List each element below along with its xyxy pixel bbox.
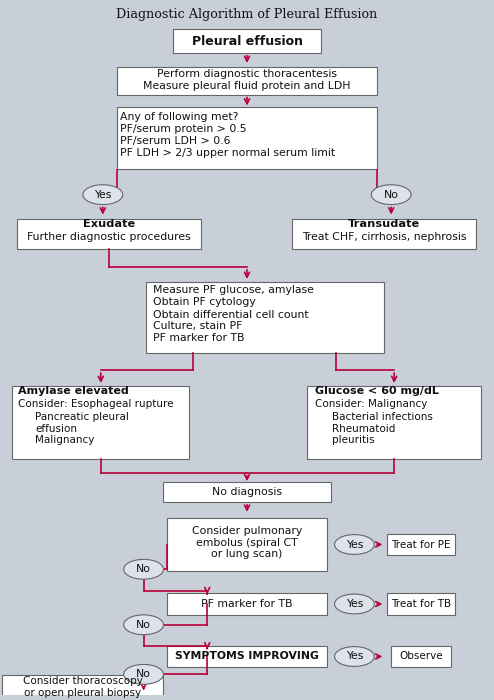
Ellipse shape xyxy=(124,664,164,684)
FancyBboxPatch shape xyxy=(12,386,189,459)
FancyBboxPatch shape xyxy=(167,645,327,667)
Text: Glucose < 60 mg/dL: Glucose < 60 mg/dL xyxy=(315,386,439,396)
Ellipse shape xyxy=(334,594,374,614)
Ellipse shape xyxy=(371,185,411,204)
Text: Amylase elevated: Amylase elevated xyxy=(18,386,129,396)
Text: Malignancy: Malignancy xyxy=(35,435,94,445)
Text: SYMPTOMS IMPROVING: SYMPTOMS IMPROVING xyxy=(175,652,319,662)
Ellipse shape xyxy=(83,185,123,204)
Text: No: No xyxy=(136,669,151,679)
Ellipse shape xyxy=(334,535,374,554)
Text: Consider: Esophageal rupture: Consider: Esophageal rupture xyxy=(18,399,174,409)
FancyBboxPatch shape xyxy=(167,593,327,615)
Text: Transudate: Transudate xyxy=(348,219,420,230)
FancyBboxPatch shape xyxy=(146,282,384,354)
Text: Measure PF glucose, amylase: Measure PF glucose, amylase xyxy=(153,285,313,295)
Text: Yes: Yes xyxy=(346,652,363,662)
FancyBboxPatch shape xyxy=(117,107,377,169)
FancyBboxPatch shape xyxy=(164,482,330,502)
Text: Diagnostic Algorithm of Pleural Effusion: Diagnostic Algorithm of Pleural Effusion xyxy=(117,8,377,21)
Text: Obtain differential cell count: Obtain differential cell count xyxy=(153,309,308,320)
FancyBboxPatch shape xyxy=(387,593,455,615)
Ellipse shape xyxy=(334,647,374,666)
Text: Yes: Yes xyxy=(94,190,112,200)
Text: Perform diagnostic thoracentesis: Perform diagnostic thoracentesis xyxy=(157,69,337,78)
Text: Measure pleural fluid protein and LDH: Measure pleural fluid protein and LDH xyxy=(143,80,351,90)
FancyBboxPatch shape xyxy=(387,533,455,555)
Text: Pancreatic pleural: Pancreatic pleural xyxy=(35,412,129,421)
FancyBboxPatch shape xyxy=(167,518,327,571)
Text: or lung scan): or lung scan) xyxy=(211,550,283,559)
Text: PF/serum protein > 0.5: PF/serum protein > 0.5 xyxy=(120,124,247,134)
Ellipse shape xyxy=(124,615,164,635)
Text: PF LDH > 2/3 upper normal serum limit: PF LDH > 2/3 upper normal serum limit xyxy=(120,148,335,158)
Text: pleuritis: pleuritis xyxy=(331,435,374,445)
Text: Further diagnostic procedures: Further diagnostic procedures xyxy=(27,232,191,242)
Text: Bacterial infections: Bacterial infections xyxy=(331,412,432,421)
Text: Treat for TB: Treat for TB xyxy=(391,599,451,609)
Text: Exudate: Exudate xyxy=(82,219,135,230)
Text: Consider thoracoscopy: Consider thoracoscopy xyxy=(23,676,143,686)
Text: No: No xyxy=(384,190,399,200)
Text: Treat CHF, cirrhosis, nephrosis: Treat CHF, cirrhosis, nephrosis xyxy=(302,232,466,242)
Text: Culture, stain PF: Culture, stain PF xyxy=(153,321,242,332)
FancyBboxPatch shape xyxy=(292,219,476,249)
FancyBboxPatch shape xyxy=(117,66,377,94)
Text: No diagnosis: No diagnosis xyxy=(212,487,282,497)
FancyBboxPatch shape xyxy=(173,29,321,53)
FancyBboxPatch shape xyxy=(307,386,481,459)
Text: No: No xyxy=(136,620,151,630)
Text: No: No xyxy=(136,564,151,574)
Text: Treat for PE: Treat for PE xyxy=(391,540,451,550)
Text: Consider pulmonary: Consider pulmonary xyxy=(192,526,302,536)
Text: PF/serum LDH > 0.6: PF/serum LDH > 0.6 xyxy=(120,136,230,146)
Text: Pleural effusion: Pleural effusion xyxy=(192,34,302,48)
FancyBboxPatch shape xyxy=(2,676,164,700)
Text: Obtain PF cytology: Obtain PF cytology xyxy=(153,297,255,307)
Text: Any of following met?: Any of following met? xyxy=(120,112,238,122)
Text: PF marker for TB: PF marker for TB xyxy=(201,599,293,609)
Text: effusion: effusion xyxy=(35,424,77,433)
Text: embolus (spiral CT: embolus (spiral CT xyxy=(196,538,298,547)
Text: Consider: Malignancy: Consider: Malignancy xyxy=(315,399,427,409)
Text: Observe: Observe xyxy=(399,652,443,662)
Text: Yes: Yes xyxy=(346,599,363,609)
Text: Rheumatoid: Rheumatoid xyxy=(331,424,395,433)
Ellipse shape xyxy=(124,559,164,579)
FancyBboxPatch shape xyxy=(391,645,451,667)
Text: or open pleural biopsy: or open pleural biopsy xyxy=(24,688,141,698)
Text: Yes: Yes xyxy=(346,540,363,550)
FancyBboxPatch shape xyxy=(17,219,201,249)
Text: PF marker for TB: PF marker for TB xyxy=(153,333,244,344)
